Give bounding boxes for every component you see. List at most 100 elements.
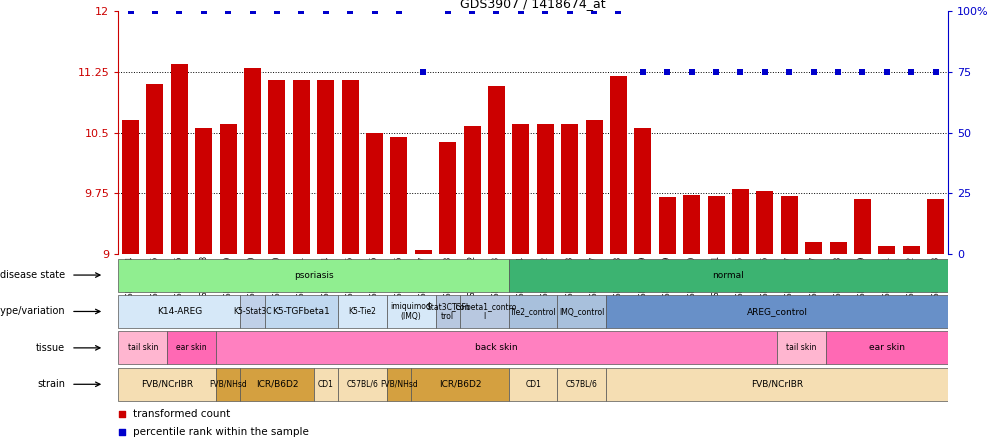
Point <box>927 68 943 75</box>
Point <box>113 428 129 435</box>
Bar <box>317 80 334 254</box>
Bar <box>435 295 460 328</box>
Bar <box>805 242 822 254</box>
Point <box>122 8 138 15</box>
Bar <box>706 196 723 254</box>
Bar <box>609 76 626 254</box>
Point <box>171 8 187 15</box>
Bar <box>240 295 265 328</box>
Text: IMQ_control: IMQ_control <box>559 307 604 316</box>
Bar <box>460 295 508 328</box>
Point <box>488 8 504 15</box>
Bar <box>195 128 212 254</box>
Bar <box>585 120 602 254</box>
Bar <box>605 295 947 328</box>
Bar <box>512 124 529 254</box>
Bar <box>902 246 919 254</box>
Point <box>878 68 894 75</box>
Point <box>113 410 129 417</box>
Bar <box>122 120 139 254</box>
Text: psoriasis: psoriasis <box>294 270 333 280</box>
Text: tail skin: tail skin <box>127 343 157 353</box>
Bar <box>605 368 947 401</box>
Bar <box>415 250 432 254</box>
Bar <box>215 368 240 401</box>
Bar <box>338 368 387 401</box>
Text: FVB/NHsd: FVB/NHsd <box>209 380 246 389</box>
Text: percentile rank within the sample: percentile rank within the sample <box>133 427 309 437</box>
Point <box>634 68 650 75</box>
Bar <box>387 295 435 328</box>
Point <box>464 8 480 15</box>
Bar <box>269 80 286 254</box>
Bar <box>557 368 605 401</box>
Text: FVB/NCrIBR: FVB/NCrIBR <box>141 380 193 389</box>
Bar <box>557 295 605 328</box>
Bar <box>411 368 508 401</box>
Text: disease state: disease state <box>0 270 65 280</box>
Text: Tie2_control: Tie2_control <box>509 307 556 316</box>
Point <box>318 8 334 15</box>
Text: C57BL/6: C57BL/6 <box>565 380 597 389</box>
Point <box>658 68 674 75</box>
Bar <box>240 368 314 401</box>
Bar <box>633 128 650 254</box>
Bar <box>777 331 825 365</box>
Bar <box>293 80 310 254</box>
Text: back skin: back skin <box>475 343 517 353</box>
Text: transformed count: transformed count <box>133 409 230 419</box>
Bar <box>146 84 163 254</box>
Text: CD1: CD1 <box>318 380 334 389</box>
Text: ICR/B6D2: ICR/B6D2 <box>256 380 298 389</box>
Text: imiquimod
(IMQ): imiquimod (IMQ) <box>391 302 431 321</box>
Point <box>731 68 747 75</box>
Bar <box>878 246 895 254</box>
Text: Stat3C_con
trol: Stat3C_con trol <box>426 302 469 321</box>
Point <box>610 8 626 15</box>
Point <box>512 8 528 15</box>
Bar <box>219 124 236 254</box>
Bar <box>488 86 505 254</box>
Text: ear skin: ear skin <box>868 343 904 353</box>
Bar <box>560 124 577 254</box>
Bar <box>825 331 947 365</box>
Point <box>903 68 919 75</box>
Bar <box>167 331 215 365</box>
Bar <box>508 368 557 401</box>
Point <box>391 8 407 15</box>
Bar <box>658 197 675 254</box>
Point <box>219 8 235 15</box>
Point <box>195 8 211 15</box>
Text: ICR/B6D2: ICR/B6D2 <box>438 380 481 389</box>
Text: tail skin: tail skin <box>786 343 816 353</box>
Bar <box>170 64 187 254</box>
Point <box>293 8 309 15</box>
Bar <box>780 196 797 254</box>
Point <box>537 8 553 15</box>
Point <box>366 8 382 15</box>
Text: K5-Stat3C: K5-Stat3C <box>233 307 272 316</box>
Point <box>683 68 699 75</box>
Text: K5-TGFbeta1: K5-TGFbeta1 <box>273 307 330 316</box>
Text: genotype/variation: genotype/variation <box>0 306 65 317</box>
Point <box>439 8 455 15</box>
Bar <box>118 258 508 292</box>
Bar <box>536 124 553 254</box>
Bar <box>463 126 480 254</box>
Text: ear skin: ear skin <box>176 343 206 353</box>
Text: TGFbeta1_contro
l: TGFbeta1_contro l <box>451 302 516 321</box>
Point <box>561 8 577 15</box>
Bar <box>118 295 240 328</box>
Bar <box>853 199 870 254</box>
Title: GDS3907 / 1418674_at: GDS3907 / 1418674_at <box>460 0 605 10</box>
Bar <box>508 258 947 292</box>
Text: K5-Tie2: K5-Tie2 <box>348 307 376 316</box>
Text: normal: normal <box>711 270 743 280</box>
Bar <box>265 295 338 328</box>
Bar <box>314 368 338 401</box>
Bar <box>731 189 748 254</box>
Text: C57BL/6: C57BL/6 <box>346 380 378 389</box>
Text: AREG_control: AREG_control <box>745 307 807 316</box>
Text: FVB/NCrIBR: FVB/NCrIBR <box>750 380 803 389</box>
Bar <box>508 295 557 328</box>
